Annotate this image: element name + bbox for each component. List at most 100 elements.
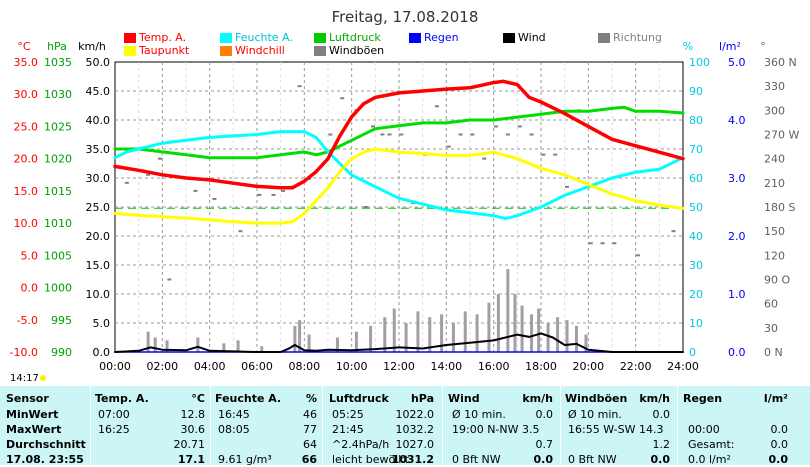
x-tick-label: 06:00 (241, 360, 273, 373)
table-cell: 19:00 N-NW 3.5 (452, 423, 540, 436)
x-tick-label: 00:00 (99, 360, 131, 373)
legend-swatch (220, 46, 232, 56)
time-label: 14:17 (10, 373, 39, 384)
humidity-tick-label: 70 (689, 143, 703, 156)
legend-label: Temp. A. (139, 31, 187, 44)
direction-tick-label: 210 (764, 177, 785, 190)
pressure-tick-label: 1020 (44, 153, 72, 166)
direction-tick-label: 270 W (764, 129, 799, 142)
gust-bar (463, 311, 467, 352)
legend-label: Windböen (329, 44, 385, 57)
pressure-line (113, 105, 685, 160)
humidity-tick-label: 40 (689, 230, 703, 243)
legend-swatch (220, 33, 232, 43)
gust-bar (354, 331, 358, 352)
direction-point (470, 133, 475, 136)
table-cell: 64 (303, 438, 317, 451)
humidity-tick-label: 100 (689, 56, 710, 69)
legend-swatch (503, 33, 515, 43)
table-header: l/m² (763, 392, 788, 405)
direction-point (588, 242, 593, 245)
table-cell: 0.0 (535, 408, 554, 421)
direction-point (612, 242, 617, 245)
table-cell: leicht bewölkt (332, 453, 409, 466)
gust-bar (335, 337, 339, 352)
wind-tick-label: 25.0 (86, 201, 111, 214)
gust-bar (546, 323, 550, 352)
humidity-tick-label: 0 (689, 346, 696, 359)
table-cell: Ø 10 min. (568, 408, 622, 421)
table-cell: 0.0 (650, 453, 671, 466)
table-divider (560, 386, 561, 465)
gust-bar (520, 305, 524, 352)
gust-bar (530, 314, 534, 352)
dewpoint-line (113, 147, 685, 225)
direction-tick-label: 90 O (764, 274, 790, 287)
legend-label: Wind (518, 31, 546, 44)
direction-point (458, 133, 463, 136)
table-header: Temp. A. (95, 392, 149, 405)
pressure-tick-label: 1025 (44, 120, 72, 133)
table-header: Feuchte A. (215, 392, 282, 405)
direction-point (399, 133, 404, 136)
x-tick-label: 16:00 (478, 360, 510, 373)
gust-bar (575, 325, 578, 352)
temp-tick-label: -10.0 (10, 346, 38, 359)
legend-label: Taupunkt (139, 44, 190, 57)
grid (114, 61, 684, 353)
table-cell: 17.1 (177, 453, 205, 466)
direction-point (167, 278, 172, 281)
rain-tick-label: 2.0 (728, 230, 746, 243)
rain-tick-label: 1.0 (728, 288, 746, 301)
gust-bar (428, 317, 432, 352)
humidity-tick-label: 30 (689, 259, 703, 272)
wind-tick-label: 0.0 (93, 346, 111, 359)
x-tick-label: 08:00 (288, 360, 320, 373)
unit-label: hPa (47, 40, 67, 53)
x-tick-label: 10:00 (336, 360, 368, 373)
direction-point (193, 189, 198, 192)
direction-point (600, 242, 605, 245)
table-cell: 0.0 (533, 453, 554, 466)
table-cell: 21:45 (332, 423, 364, 436)
direction-point (529, 133, 534, 136)
table-row-label: MaxWert (6, 423, 62, 436)
direction-point (281, 189, 286, 192)
table-cell: 77 (303, 423, 317, 436)
legend-label: Feuchte A. (235, 31, 293, 44)
table-header: Windböen (565, 392, 628, 405)
gust-bar (487, 302, 491, 352)
rain-tick-label: 3.0 (728, 172, 746, 185)
humidity-line (113, 130, 685, 221)
table-cell: 05:25 (332, 408, 364, 421)
gust-bar (165, 340, 169, 352)
pressure-tick-label: 1000 (44, 282, 72, 295)
unit-label: °C (17, 40, 31, 53)
direction-point (212, 197, 217, 200)
rain-tick-label: 5.0 (728, 56, 746, 69)
gust-bar (153, 337, 157, 352)
table-cell: 20.71 (173, 438, 206, 451)
direction-point (446, 145, 451, 148)
direction-point (387, 133, 392, 136)
table-header: km/h (639, 392, 670, 405)
direction-point (505, 133, 510, 136)
gust-bar (451, 323, 455, 352)
table-cell: 08:05 (218, 423, 250, 436)
table-header: km/h (522, 392, 553, 405)
legend-label: Regen (424, 31, 459, 44)
direction-point (157, 157, 162, 160)
temp-tick-label: 20.0 (14, 153, 39, 166)
legend-swatch (314, 33, 326, 43)
wind-tick-label: 35.0 (86, 143, 111, 156)
gust-bar (556, 317, 560, 352)
legend-swatch (409, 33, 421, 43)
legend-swatch (124, 33, 136, 43)
gust-bar (196, 337, 200, 352)
table-header: hPa (410, 392, 434, 405)
x-tick-label: 18:00 (525, 360, 557, 373)
table-cell: 0.0 (652, 408, 671, 421)
direction-tick-label: 60 (764, 298, 778, 311)
gust-bar (565, 320, 569, 352)
direction-point (553, 153, 558, 156)
